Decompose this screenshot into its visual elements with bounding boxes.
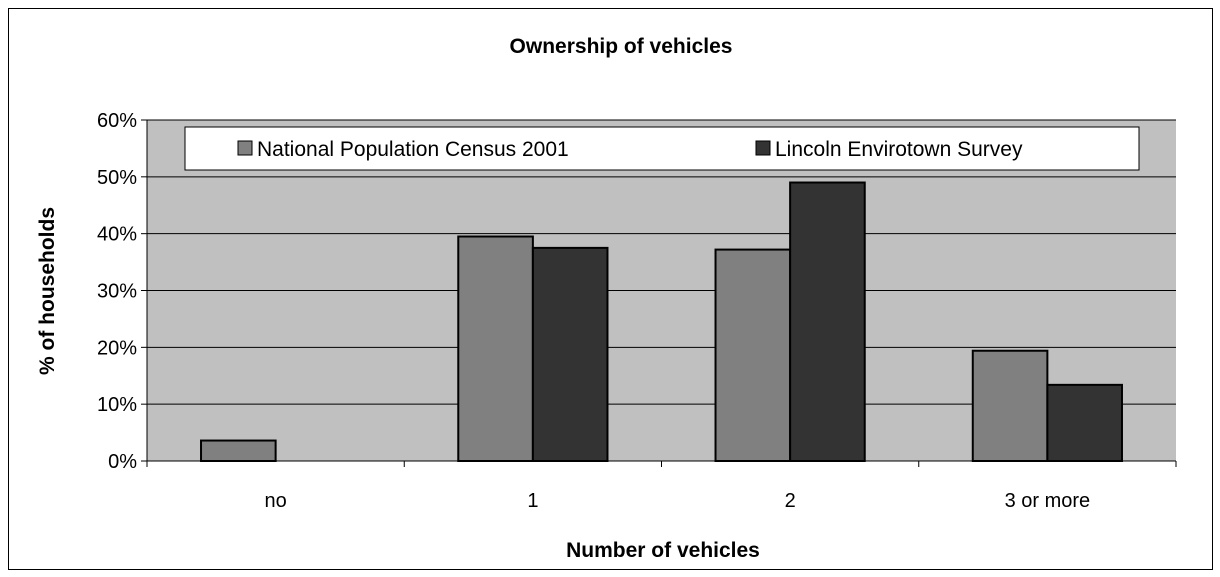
legend-label: National Population Census 2001	[257, 138, 569, 161]
bar	[789, 181, 866, 462]
legend-swatch	[755, 140, 771, 156]
legend-label: Lincoln Envirotown Survey	[775, 138, 1023, 161]
y-tick-label: 30%	[97, 281, 137, 303]
legend-box	[184, 126, 1140, 171]
plot-area: 0% 10% 20% 30% 40% 50% 60% no 1 2 3 or more	[97, 110, 1177, 512]
x-tick-label: 1	[527, 490, 538, 512]
x-axis-title: Number of vehicles	[566, 539, 760, 562]
bar	[1046, 383, 1123, 462]
chart-legend: National Population Census 2001 Lincoln E…	[184, 126, 1140, 171]
y-tick-label: 0%	[108, 451, 137, 473]
bar	[457, 235, 534, 462]
legend-swatch	[237, 140, 253, 156]
y-tick-label: 20%	[97, 337, 137, 359]
x-tick-label: no	[265, 490, 287, 512]
bar	[200, 439, 277, 463]
bar	[714, 248, 792, 462]
y-tick-label: 50%	[97, 167, 137, 189]
y-tick-label: 60%	[97, 110, 137, 132]
y-tick-label: 10%	[97, 394, 137, 416]
chart-frame: Ownership of vehicles 0% 10% 20% 30% 40% 50% 6…	[8, 8, 1213, 570]
y-axis-title: % of households	[36, 207, 59, 375]
y-tick-label: 40%	[97, 224, 137, 246]
bar	[971, 349, 1049, 463]
bar	[531, 246, 609, 462]
x-tick-label: 2	[785, 490, 796, 512]
x-tick-label: 3 or more	[1005, 490, 1091, 512]
chart-title: Ownership of vehicles	[510, 35, 733, 58]
bar-chart: Ownership of vehicles 0% 10% 20% 30% 40% 50% 6…	[36, 35, 1177, 562]
